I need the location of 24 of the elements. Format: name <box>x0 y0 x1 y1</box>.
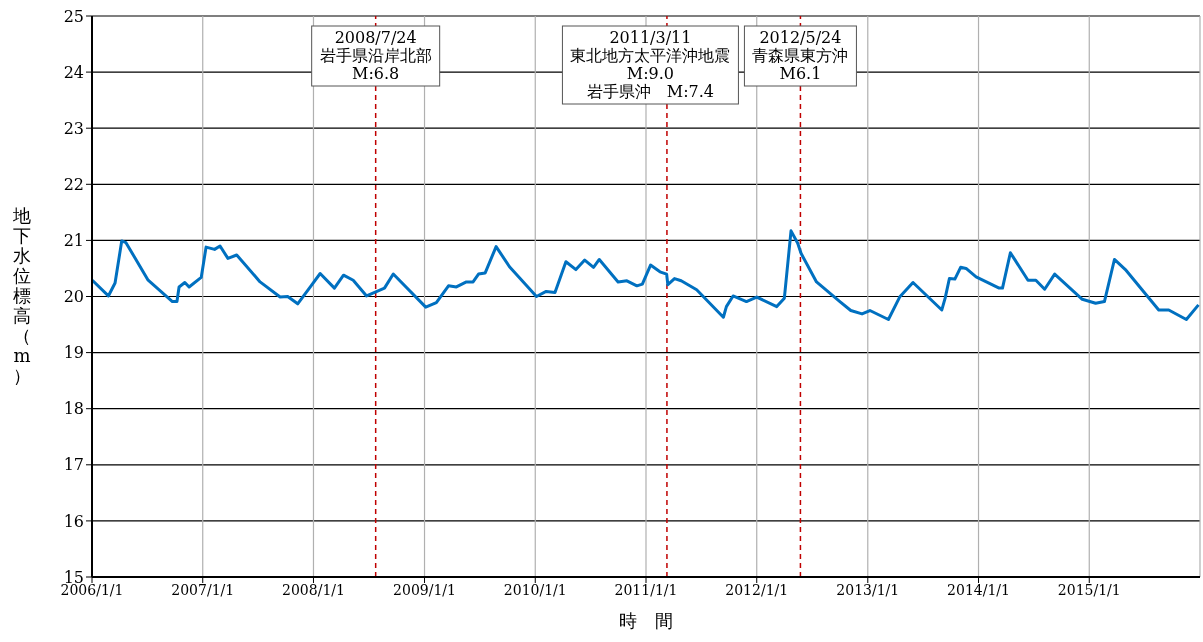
x-tick-label: 2009/1/1 <box>393 581 456 598</box>
y-tick-label: 17 <box>63 455 84 475</box>
x-axis-title: 時 間 <box>619 610 673 631</box>
y-tick-label: 19 <box>63 343 84 363</box>
x-tick-label: 2013/1/1 <box>836 581 900 598</box>
y-tick-label: 25 <box>63 6 84 26</box>
y-tick-label: 24 <box>63 62 84 82</box>
x-tick-label: 2010/1/1 <box>503 581 567 598</box>
y-tick-label: 20 <box>63 287 84 307</box>
x-tick-label: 2008/1/1 <box>282 581 345 598</box>
ref-line-label: 2012/5/24 青森県東方沖 M6.1 <box>752 28 849 83</box>
x-tick-label: 2014/1/1 <box>947 581 1010 598</box>
ref-line-label: 2011/3/11 東北地方太平洋沖地震 M:9.0 岩手県沖 M:7.4 <box>570 28 731 101</box>
y-tick-label: 22 <box>63 174 84 194</box>
y-tick-label: 16 <box>63 511 84 531</box>
x-tick-label: 2015/1/1 <box>1057 581 1121 598</box>
y-tick-label: 21 <box>63 231 84 251</box>
x-tick-label: 2011/1/1 <box>614 581 678 598</box>
y-tick-label: 23 <box>63 118 84 138</box>
ref-line-label: 2008/7/24 岩手県沿岸北部 M:6.8 <box>319 28 432 83</box>
x-tick-label: 2007/1/1 <box>171 581 235 598</box>
text: 地下水位標高（m） <box>13 205 31 386</box>
x-tick-label: 2012/1/1 <box>725 581 789 598</box>
y-tick-label: 18 <box>63 399 84 419</box>
